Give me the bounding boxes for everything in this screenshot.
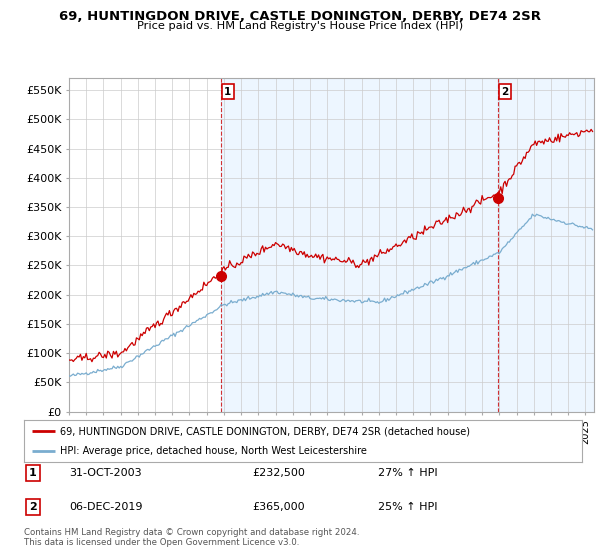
Text: 2: 2 — [501, 87, 508, 97]
Text: 27% ↑ HPI: 27% ↑ HPI — [378, 468, 437, 478]
Text: 1: 1 — [29, 468, 37, 478]
Text: 69, HUNTINGDON DRIVE, CASTLE DONINGTON, DERBY, DE74 2SR (detached house): 69, HUNTINGDON DRIVE, CASTLE DONINGTON, … — [60, 426, 470, 436]
Text: Price paid vs. HM Land Registry's House Price Index (HPI): Price paid vs. HM Land Registry's House … — [137, 21, 463, 31]
Bar — [221, 78, 498, 412]
Text: £232,500: £232,500 — [252, 468, 305, 478]
Text: 2: 2 — [29, 502, 37, 512]
Text: 06-DEC-2019: 06-DEC-2019 — [69, 502, 143, 512]
Text: £365,000: £365,000 — [252, 502, 305, 512]
Text: 31-OCT-2003: 31-OCT-2003 — [69, 468, 142, 478]
Text: 1: 1 — [224, 87, 232, 97]
Text: Contains HM Land Registry data © Crown copyright and database right 2024.
This d: Contains HM Land Registry data © Crown c… — [24, 528, 359, 547]
Bar — [498, 78, 594, 412]
Text: 69, HUNTINGDON DRIVE, CASTLE DONINGTON, DERBY, DE74 2SR: 69, HUNTINGDON DRIVE, CASTLE DONINGTON, … — [59, 10, 541, 22]
Text: 25% ↑ HPI: 25% ↑ HPI — [378, 502, 437, 512]
Text: HPI: Average price, detached house, North West Leicestershire: HPI: Average price, detached house, Nort… — [60, 446, 367, 456]
